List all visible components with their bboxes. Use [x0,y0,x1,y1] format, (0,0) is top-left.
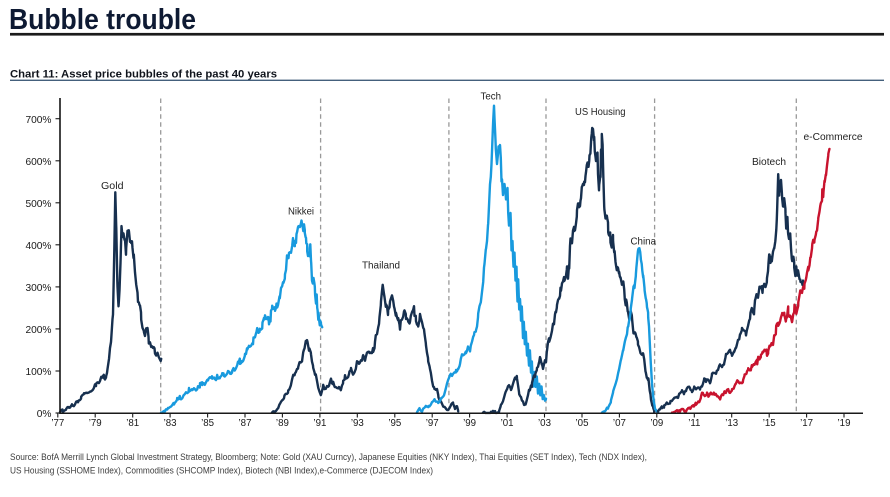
svg-text:’17: ’17 [800,418,813,429]
svg-text:’15: ’15 [763,418,776,429]
svg-text:’99: ’99 [463,418,476,429]
svg-text:’93: ’93 [351,418,364,429]
svg-text:Bubble trouble: Bubble trouble [9,4,196,36]
svg-text:’95: ’95 [388,418,401,429]
svg-text:300%: 300% [25,283,51,294]
svg-text:’13: ’13 [725,418,738,429]
svg-text:China: China [631,236,657,248]
svg-text:Chart 11: Asset price bubbles: Chart 11: Asset price bubbles of the pas… [10,68,277,80]
svg-text:’81: ’81 [126,418,139,429]
svg-text:Biotech: Biotech [752,156,786,168]
svg-text:US Housing (SSHOME Index),: US Housing (SSHOME Index), Commodities (… [10,466,433,476]
svg-text:e-Commerce: e-Commerce [804,131,863,143]
svg-text:Tech: Tech [481,91,502,103]
svg-text:’11: ’11 [688,418,700,429]
svg-text:0%: 0% [37,409,52,420]
svg-text:’85: ’85 [201,418,214,429]
svg-text:’01: ’01 [501,418,514,429]
svg-text:’83: ’83 [164,418,177,429]
svg-text:’97: ’97 [426,418,439,429]
svg-text:600%: 600% [25,157,51,168]
svg-text:’05: ’05 [576,418,589,429]
svg-text:’91: ’91 [313,418,326,429]
svg-text:US Housing: US Housing [575,106,626,118]
svg-text:’87: ’87 [239,418,252,429]
svg-text:’79: ’79 [89,418,102,429]
svg-text:400%: 400% [25,241,51,252]
svg-text:200%: 200% [25,325,51,336]
svg-text:’07: ’07 [613,418,626,429]
svg-text:’89: ’89 [276,418,289,429]
svg-text:Source: BofA Merrill Lynch Glo: Source: BofA Merrill Lynch Global Invest… [10,452,647,462]
svg-text:Thailand: Thailand [362,260,400,272]
svg-text:’03: ’03 [538,418,551,429]
svg-text:100%: 100% [25,367,51,378]
svg-text:’77: ’77 [51,418,64,429]
svg-text:Nikkei: Nikkei [288,206,314,218]
svg-text:’19: ’19 [838,418,851,429]
svg-text:700%: 700% [25,115,51,126]
svg-text:’09: ’09 [650,418,663,429]
svg-text:500%: 500% [25,199,51,210]
svg-text:Gold: Gold [101,180,124,192]
